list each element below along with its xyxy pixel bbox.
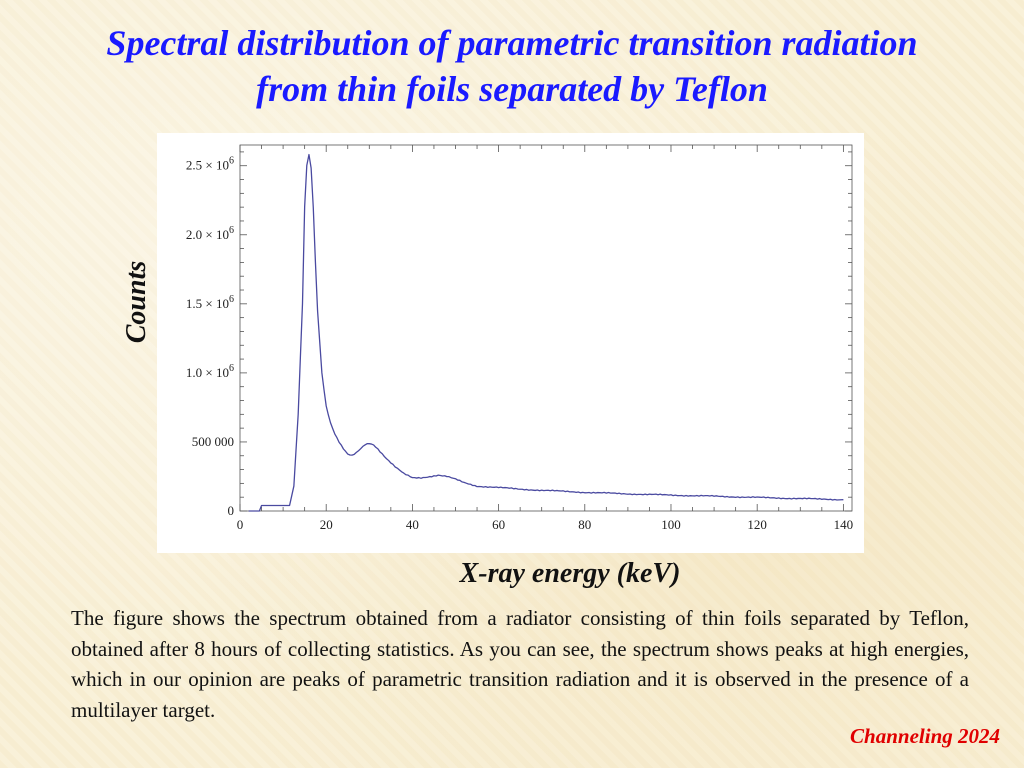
- slide-title-line-2: from thin foils separated by Teflon: [256, 69, 768, 109]
- slide-title-line-1: Spectral distribution of parametric tran…: [106, 23, 918, 63]
- x-tick-label: 20: [320, 517, 333, 532]
- x-tick-label: 0: [237, 517, 244, 532]
- plot-area-frame: [239, 144, 853, 512]
- x-axis-label: X-ray energy (keV): [459, 558, 681, 589]
- y-tick-label: 2.5 × 106: [186, 156, 234, 173]
- y-axis-label: Counts: [121, 260, 152, 344]
- x-tick-label: 100: [661, 517, 681, 532]
- x-tick-label: 80: [578, 517, 591, 532]
- y-tick-label: 2.0 × 106: [186, 225, 234, 242]
- y-tick-label: 0: [228, 503, 235, 518]
- y-tick-label: 1.5 × 106: [186, 294, 234, 311]
- spectrum-chart: 0 20 40 60 80 100 120 140 0 500 000 1.0 × 106 1.5 ×…: [186, 144, 854, 532]
- description-text: The figure shows the spectrum obtained f…: [71, 606, 969, 722]
- chart-panel: 0 20 40 60 80 100 120 140 0 500 000 1.0 × 106 1.5 ×…: [157, 133, 864, 553]
- y-tick-label: 500 000: [192, 434, 234, 449]
- y-tick-label: 1.0 × 106: [186, 363, 234, 380]
- x-tick-label: 40: [406, 517, 419, 532]
- x-tick-label: 140: [834, 517, 854, 532]
- x-tick-label: 120: [747, 517, 767, 532]
- slide-title: Spectral distribution of parametric tran…: [0, 20, 1024, 112]
- series-line: [248, 153, 844, 512]
- x-tick-label: 60: [492, 517, 505, 532]
- footer-label: Channeling 2024: [850, 724, 1000, 748]
